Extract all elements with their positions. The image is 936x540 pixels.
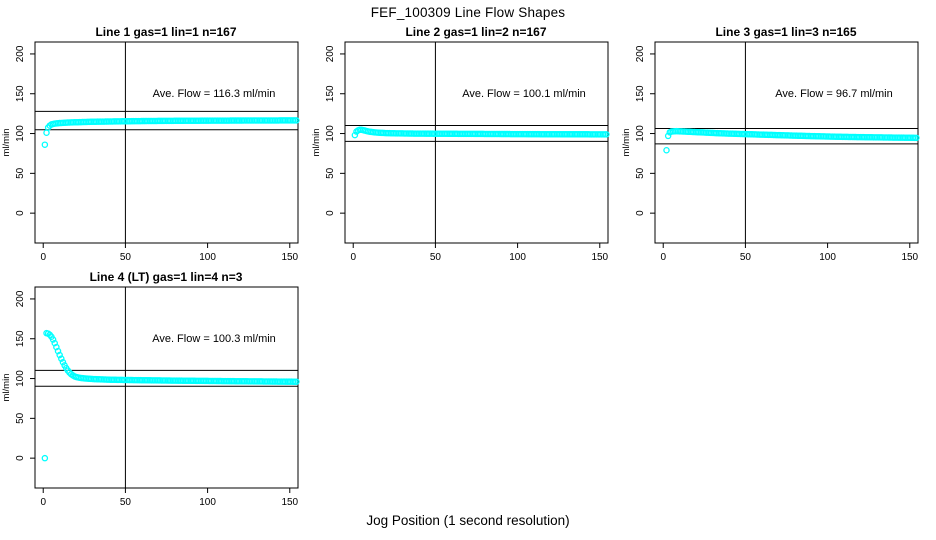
y-tick-label: 100 — [635, 125, 646, 142]
data-point — [56, 351, 63, 359]
data-point — [293, 378, 300, 385]
y-tick-label: 200 — [15, 45, 26, 62]
y-axis-label: ml/min — [1, 129, 12, 157]
y-tick-label: 150 — [325, 85, 336, 102]
x-tick-label: 50 — [740, 252, 752, 263]
data-point — [603, 131, 610, 138]
y-tick-label: 0 — [325, 210, 336, 216]
subplot-line-2: Line 2 gas=1 lin=2 n=167 Ave. Flow = 100… — [311, 25, 610, 263]
axes: 0 50 100 150 0 50 100 150 200 ml/min — [1, 41, 299, 263]
data-point — [664, 132, 672, 140]
y-axis-label: ml/min — [311, 129, 322, 157]
x-tick-label: 0 — [40, 252, 46, 263]
subplot-title: Line 3 gas=1 lin=3 n=165 — [715, 25, 856, 39]
y-tick-label: 0 — [635, 210, 646, 216]
y-tick-label: 50 — [15, 412, 26, 424]
x-tick-label: 50 — [120, 252, 132, 263]
data-point — [59, 358, 67, 366]
subplot-title: Line 2 gas=1 lin=2 n=167 — [405, 25, 546, 39]
data-points — [41, 117, 300, 148]
plot-box — [654, 41, 919, 244]
data-point — [49, 336, 57, 343]
avg-flow-annotation: Ave. Flow = 100.3 ml/min — [152, 333, 276, 345]
y-tick-label: 0 — [15, 455, 26, 461]
data-point — [58, 355, 65, 362]
data-point — [41, 454, 49, 462]
plot-box — [344, 41, 609, 244]
x-tick-label: 50 — [120, 497, 132, 508]
data-points — [41, 329, 300, 462]
figure-title: FEF_100309 Line Flow Shapes — [370, 5, 566, 20]
y-tick-label: 100 — [15, 125, 26, 142]
x-tick-label: 0 — [350, 252, 356, 263]
x-tick-label: 100 — [509, 252, 526, 263]
data-points — [663, 127, 920, 154]
axes: 0 50 100 150 0 50 100 150 200 ml/min — [311, 41, 609, 263]
plot-box — [34, 41, 299, 244]
x-tick-label: 100 — [199, 497, 216, 508]
subplot-line-1: Line 1 gas=1 lin=1 n=167 Ave. Flow = 116… — [1, 25, 300, 263]
x-axis-label: Jog Position (1 second resolution) — [366, 513, 570, 528]
x-tick-label: 150 — [281, 497, 298, 508]
x-tick-label: 100 — [199, 252, 216, 263]
data-point — [913, 134, 920, 142]
axes: 0 50 100 150 0 50 100 150 200 ml/min — [621, 41, 919, 263]
avg-flow-annotation: Ave. Flow = 116.3 ml/min — [153, 88, 276, 100]
y-tick-label: 100 — [325, 125, 336, 142]
y-tick-label: 50 — [325, 167, 336, 179]
data-point — [663, 147, 670, 154]
data-point — [43, 129, 50, 136]
subplot-line-3: Line 3 gas=1 lin=3 n=165 Ave. Flow = 96.… — [621, 25, 920, 263]
avg-flow-annotation: Ave. Flow = 100.1 ml/min — [462, 88, 586, 100]
y-tick-label: 150 — [15, 85, 26, 102]
data-point — [351, 131, 359, 139]
x-tick-label: 150 — [281, 252, 298, 263]
data-points — [351, 126, 610, 139]
y-tick-label: 150 — [15, 330, 26, 347]
x-tick-label: 100 — [819, 252, 836, 263]
x-tick-label: 150 — [591, 252, 608, 263]
subplot-title: Line 4 (LT) gas=1 lin=4 n=3 — [90, 270, 243, 284]
x-tick-label: 0 — [660, 252, 666, 263]
avg-flow-annotation: Ave. Flow = 96.7 ml/min — [775, 88, 892, 100]
subplot-title: Line 1 gas=1 lin=1 n=167 — [95, 25, 236, 39]
subplot-line-4: Line 4 (LT) gas=1 lin=4 n=3 Ave. Flow = … — [1, 270, 300, 508]
y-tick-label: 200 — [635, 45, 646, 62]
y-axis-label: ml/min — [621, 129, 632, 157]
x-tick-label: 0 — [40, 497, 46, 508]
y-tick-label: 100 — [15, 370, 26, 387]
y-tick-label: 200 — [15, 290, 26, 307]
y-tick-label: 200 — [325, 45, 336, 62]
y-tick-label: 0 — [15, 210, 26, 216]
x-tick-label: 150 — [901, 252, 918, 263]
data-point — [41, 141, 49, 148]
axes: 0 50 100 150 0 50 100 150 200 ml/min — [1, 286, 299, 508]
y-axis-label: ml/min — [1, 374, 12, 402]
x-tick-label: 50 — [430, 252, 442, 263]
y-tick-label: 50 — [15, 167, 26, 179]
y-tick-label: 50 — [635, 167, 646, 179]
y-tick-label: 150 — [635, 85, 646, 102]
data-point — [293, 117, 300, 124]
plot-box — [34, 286, 299, 489]
